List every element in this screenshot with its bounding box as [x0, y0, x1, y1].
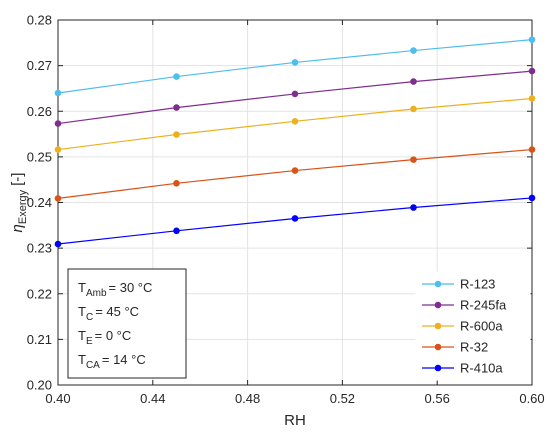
legend-swatch-marker: [434, 343, 442, 351]
data-point: [528, 67, 536, 75]
data-point: [291, 90, 299, 98]
y-tick-label: 0.27: [27, 58, 52, 73]
legend-swatch-marker: [434, 280, 442, 288]
y-axis-label-symbol: η: [9, 224, 26, 232]
condition-symbol: T: [78, 328, 86, 343]
series-r-410a: [54, 194, 536, 248]
condition-value: = 30 °C: [109, 280, 153, 295]
y-tick-label: 0.23: [27, 241, 52, 256]
data-point: [410, 78, 417, 85]
x-tick-label: 0.56: [425, 391, 450, 406]
data-point: [528, 36, 536, 43]
data-point: [173, 131, 180, 138]
legend: R-123 R-245fa R-600a R-32 R-410a: [415, 271, 531, 381]
y-axis-ticks: 0.20 0.21 0.22 0.23 0.24 0.25 0.26 0.27 0.28: [27, 13, 532, 393]
data-point: [54, 120, 62, 127]
series-r-600a: [54, 95, 536, 153]
y-tick-label: 0.20: [27, 378, 52, 393]
condition-value: = 14 °C: [102, 352, 146, 367]
y-tick-label: 0.28: [27, 13, 52, 28]
data-point: [54, 195, 62, 202]
y-tick-label: 0.26: [27, 104, 52, 119]
y-axis-label-unit: [-]: [9, 173, 26, 186]
condition-subscript: C: [86, 312, 93, 323]
data-point: [173, 227, 180, 235]
condition-subscript: Amb: [86, 288, 107, 299]
y-tick-label: 0.22: [27, 286, 52, 301]
condition-symbol: T: [78, 352, 86, 367]
data-point: [528, 146, 536, 153]
y-axis-label: ηExergy [-]: [9, 173, 29, 233]
x-tick-label: 0.52: [330, 391, 355, 406]
condition-line: TC = 45 °C: [78, 304, 139, 323]
data-point: [291, 59, 299, 66]
legend-swatch-marker: [434, 301, 442, 309]
condition-line: TCA = 14 °C: [78, 352, 146, 371]
data-point: [54, 240, 62, 248]
data-point: [528, 95, 536, 102]
condition-line: TE = 0 °C: [78, 328, 131, 347]
data-point: [291, 215, 299, 222]
condition-value: = 0 °C: [95, 328, 132, 343]
x-tick-label: 0.60: [519, 391, 544, 406]
y-axis-label-subscript: Exergy: [17, 189, 29, 224]
legend-entry-label: R-245fa: [460, 298, 507, 313]
legend-swatch-marker: [434, 322, 442, 330]
condition-symbol: T: [78, 280, 86, 295]
legend-entry-label: R-123: [460, 277, 495, 292]
condition-value: = 45 °C: [95, 304, 139, 319]
x-tick-label: 0.48: [235, 391, 260, 406]
conditions-frame: [67, 268, 187, 379]
legend-swatch-marker: [434, 364, 442, 372]
data-point: [291, 117, 299, 125]
x-tick-label: 0.44: [140, 391, 165, 406]
condition-subscript: E: [86, 336, 93, 347]
data-point: [54, 89, 62, 97]
data-point: [173, 104, 180, 111]
data-point: [528, 194, 536, 202]
x-axis-label: RH: [284, 412, 306, 429]
legend-entry-label: R-32: [460, 340, 488, 355]
data-point: [410, 156, 417, 163]
legend-entry-label: R-600a: [460, 319, 503, 334]
data-point: [410, 47, 417, 54]
data-point: [410, 204, 417, 211]
x-axis-ticks: 0.40 0.44 0.48 0.52 0.56 0.60: [45, 20, 545, 406]
series-layer: [54, 36, 536, 248]
condition-subscript: CA: [86, 360, 100, 371]
data-point: [173, 73, 180, 80]
data-point: [291, 167, 299, 174]
data-point: [173, 180, 180, 187]
y-tick-label: 0.24: [27, 195, 52, 210]
data-point: [54, 146, 62, 153]
series-r-245fa: [54, 67, 536, 127]
legend-entry-label: R-410a: [460, 361, 503, 376]
series-r-32: [54, 146, 536, 202]
condition-symbol: T: [78, 304, 86, 319]
legend-background: [415, 271, 531, 381]
x-tick-label: 0.40: [45, 391, 70, 406]
data-point: [410, 105, 417, 113]
condition-line: TAmb = 30 °C: [78, 280, 152, 299]
y-tick-label: 0.21: [27, 332, 52, 347]
series-r-123: [54, 36, 536, 97]
y-tick-label: 0.25: [27, 149, 52, 164]
